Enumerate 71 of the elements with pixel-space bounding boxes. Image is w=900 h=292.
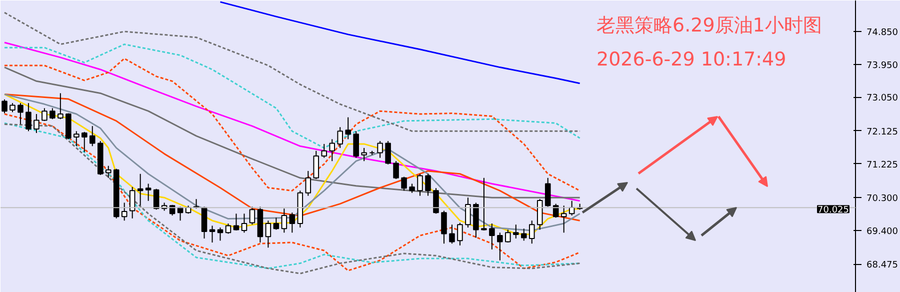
candlestick: [209, 225, 216, 243]
candlestick: [233, 213, 240, 231]
candlestick: [329, 138, 336, 162]
candlestick: [497, 232, 503, 261]
candlestick: [89, 126, 96, 147]
candlestick: [513, 224, 519, 239]
candlestick: [217, 227, 224, 242]
candlestick: [449, 224, 455, 244]
candlestick: [145, 183, 152, 202]
y-tick-label: 69.400: [866, 226, 898, 237]
candlestick: [74, 130, 80, 147]
candlestick: [137, 173, 144, 206]
candlestick: [153, 188, 160, 210]
candlestick: [241, 213, 248, 234]
candlestick: [505, 229, 511, 243]
candlestick: [528, 220, 535, 244]
candlestick: [42, 108, 48, 122]
candlestick: [401, 176, 407, 192]
candlestick: [544, 177, 551, 208]
candlestick: [289, 212, 296, 234]
candlestick: [225, 223, 232, 234]
candlestick: [129, 186, 136, 219]
candlestick: [10, 102, 16, 113]
candlestick: [560, 205, 567, 234]
candlestick: [465, 197, 471, 228]
line-series: [4, 44, 581, 149]
candlestick: [489, 223, 495, 250]
candlestick: [249, 206, 256, 226]
candlestick: [2, 98, 8, 114]
candlestick: [409, 183, 415, 194]
candlestick: [417, 173, 423, 196]
y-tick-label: 73.950: [866, 60, 898, 71]
ref-line-label: 70.025: [818, 206, 849, 216]
candlestick: [265, 220, 272, 248]
y-tick-label: 73.050: [866, 94, 898, 104]
candlestick: [361, 147, 367, 162]
text: 2026-6-29 10:17:49: [596, 48, 786, 70]
candlestick: [26, 102, 32, 132]
line-series: [4, 42, 581, 202]
candlestick: [337, 126, 343, 148]
y-tick-label: 74.850: [866, 28, 898, 38]
candlestick: [121, 202, 128, 222]
candlestick: [353, 130, 359, 158]
candlestick: [273, 217, 280, 230]
candlestick: [34, 114, 40, 134]
candlestick: [82, 131, 88, 152]
candlestick: [313, 150, 320, 180]
candlestick: [385, 140, 391, 165]
candlestick: [321, 143, 328, 158]
y-tick-label: 72.125: [866, 127, 898, 138]
line-series: [4, 12, 581, 132]
candlestick: [305, 170, 312, 196]
candlestick: [481, 177, 487, 231]
candlestick: [425, 173, 431, 196]
y-tick-label: 70.300: [866, 194, 898, 204]
candlestick: [58, 92, 64, 120]
text: 老黑策略6.29原油1小时图: [596, 14, 822, 36]
y-tick-label: 71.225: [866, 160, 898, 170]
candlestick: [345, 116, 351, 140]
candlestick: [433, 188, 439, 214]
y-tick-label: 68.475: [866, 260, 898, 271]
candlestick: [50, 108, 56, 120]
line-series: [219, 1, 581, 84]
candlestick: [457, 222, 463, 246]
candlestick: [105, 165, 112, 178]
candlestick: [18, 102, 24, 125]
candlestick: [281, 208, 288, 234]
candlestick: [520, 228, 527, 242]
candlestick: [441, 210, 447, 244]
candlestick: [393, 160, 399, 180]
candlestick: [377, 140, 383, 158]
